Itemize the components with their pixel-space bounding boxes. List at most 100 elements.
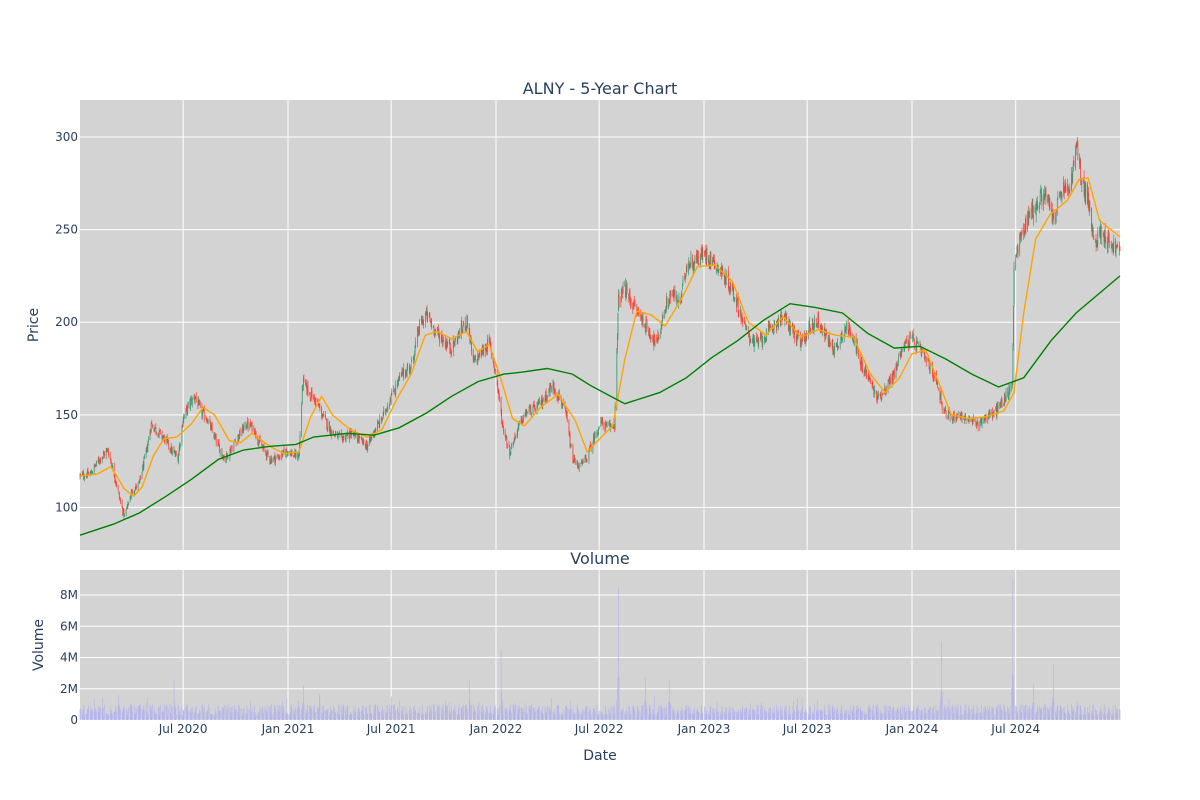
candle-body [529, 405, 531, 410]
candle-body [409, 365, 410, 371]
volume-bar [744, 708, 745, 720]
candle-body [704, 251, 705, 254]
volume-bar [202, 704, 203, 720]
volume-bar [768, 712, 769, 720]
candle-body [1011, 382, 1013, 387]
volume-bar [949, 708, 951, 720]
candle-body [254, 428, 255, 435]
candle-body [346, 433, 348, 435]
candle-body [714, 264, 716, 270]
volume-bar [672, 709, 673, 720]
volume-bar [1045, 706, 1047, 720]
candle-body [701, 249, 703, 259]
candle-body [576, 461, 578, 465]
candle-body [929, 367, 931, 370]
volume-bar [261, 708, 263, 720]
candle-body [484, 349, 486, 354]
volume-bar [158, 706, 160, 720]
candle-body [704, 251, 706, 254]
volume-bar [1025, 704, 1027, 720]
volume-bar [780, 709, 782, 720]
candle-body [836, 342, 838, 348]
candle-body [1032, 205, 1034, 218]
candle-body [156, 432, 157, 433]
volume-bar [122, 707, 124, 720]
candle-body [933, 375, 935, 378]
candle-body [987, 419, 989, 422]
volume-bar [1053, 663, 1054, 720]
volume-bar [753, 710, 755, 720]
volume-bar [83, 708, 84, 720]
volume-bar [604, 713, 606, 720]
candle-body [900, 352, 901, 357]
volume-bar [209, 708, 211, 720]
volume-bar [865, 712, 867, 720]
volume-bar [1079, 714, 1080, 720]
candle-body [901, 349, 903, 352]
candle-body [837, 345, 839, 348]
volume-bar [756, 705, 758, 720]
candle-body [685, 265, 687, 273]
volume-bar [884, 712, 885, 720]
volume-bar [725, 706, 726, 720]
candle-body [357, 437, 358, 442]
volume-bar [593, 708, 594, 720]
candle-body [742, 319, 744, 323]
volume-bar [1031, 705, 1033, 720]
candle-body [219, 449, 221, 454]
candle-body [402, 368, 404, 375]
volume-bar [1085, 714, 1087, 720]
candle-body [808, 323, 810, 331]
candle-body [713, 255, 715, 267]
candle-body [904, 342, 906, 345]
candle-body [318, 403, 320, 406]
volume-bar [688, 707, 690, 720]
candle-body [787, 326, 789, 330]
candle-body [753, 343, 755, 347]
candle-body [311, 390, 312, 398]
volume-bar [862, 710, 863, 720]
volume-bar [95, 709, 97, 720]
candle-body [274, 455, 276, 463]
volume-bar [146, 697, 148, 720]
volume-bar [850, 705, 851, 720]
candle-body [106, 449, 108, 452]
candle-body [550, 385, 552, 388]
volume-bar [925, 708, 926, 720]
candle-body [330, 426, 332, 435]
candle-body [733, 298, 735, 299]
candle-body [362, 438, 364, 443]
volume-bar [872, 710, 873, 720]
volume-bar [487, 710, 488, 720]
candle-body [171, 446, 173, 454]
candle-body [108, 451, 109, 456]
volume-bar [634, 708, 635, 720]
volume-bar [1087, 707, 1088, 720]
volume-bar [1061, 707, 1063, 720]
candle-body [381, 417, 382, 421]
candle-body [517, 428, 519, 435]
volume-bar [314, 704, 316, 720]
candle-body [147, 444, 149, 452]
volume-bar [262, 706, 263, 720]
volume-bar [281, 705, 283, 720]
volume-bar [574, 711, 575, 720]
candle-body [322, 413, 324, 415]
volume-bar [522, 708, 524, 720]
volume-bar [602, 712, 603, 720]
volume-bar [323, 711, 325, 720]
volume-bar [502, 706, 504, 720]
candle-body [159, 430, 161, 432]
candle-body [696, 256, 698, 263]
candle-body [1005, 391, 1007, 401]
volume-bar [797, 710, 799, 720]
candle-body [596, 433, 598, 435]
volume-bar [227, 714, 228, 720]
candle-body [1104, 228, 1106, 239]
volume-bar [505, 708, 507, 720]
candle-body [540, 402, 542, 406]
candle-body [621, 288, 622, 301]
candle-body [466, 314, 468, 328]
candle-body [1115, 248, 1117, 252]
candle-body [857, 348, 859, 353]
